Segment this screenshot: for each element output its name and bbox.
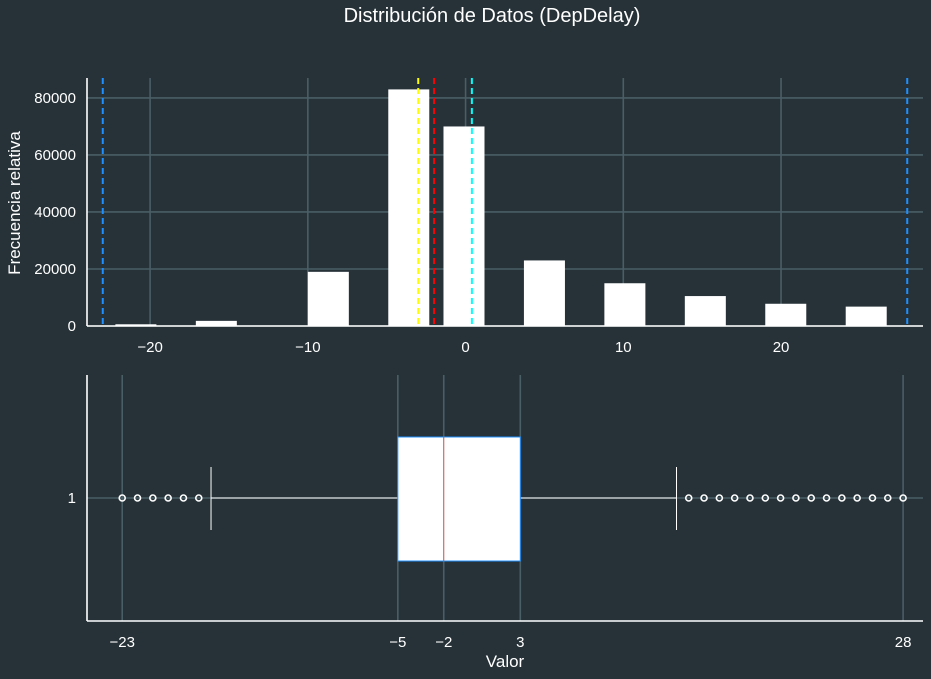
box-outlier-point <box>164 494 172 502</box>
histogram-y-ticks: 0 20000 40000 60000 80000 <box>34 90 76 335</box>
box-plot: −23 −5 −2 3 28 1 Valor <box>68 375 923 671</box>
histogram-x-tick-label: 0 <box>461 339 469 356</box>
box-outlier-point <box>133 494 142 502</box>
box-outlier-point <box>761 494 770 502</box>
box-outlier-point <box>792 494 800 502</box>
box-outlier-point <box>194 494 203 502</box>
histogram-x-tick-label: 20 <box>773 339 790 356</box>
box-y-ticks: 1 <box>68 490 76 507</box>
box-outlier-point <box>730 494 739 502</box>
histogram-x-tick-label: −20 <box>137 339 162 356</box>
histogram-bar <box>195 320 237 326</box>
box-x-axis-label: Valor <box>486 652 525 671</box>
box-outlier-point <box>746 494 754 502</box>
box-plot-outliers <box>118 494 907 502</box>
histogram-bars <box>115 89 887 326</box>
box-x-tick-label: 28 <box>895 634 912 651</box>
histogram-bar <box>388 89 430 326</box>
box-axes <box>86 375 923 622</box>
box-x-tick-label: −23 <box>109 634 134 651</box>
box-outlier-point <box>684 494 693 502</box>
box-iqr <box>397 436 521 562</box>
histogram-y-tick-label: 20000 <box>34 261 76 278</box>
histogram-x-ticks: −20 −10 0 10 20 <box>137 339 789 356</box>
box-outlier-point <box>883 494 892 502</box>
histogram-bar <box>684 296 726 326</box>
box-x-ticks: −23 −5 −2 3 28 <box>109 634 911 651</box>
histogram-plot: −20 −10 0 10 20 0 20000 40000 60000 80000 Frecue… <box>5 78 923 356</box>
box-outlier-point <box>149 494 157 502</box>
histogram-y-tick-label: 80000 <box>34 90 76 107</box>
box-outlier-point <box>838 494 846 502</box>
histogram-bar <box>845 306 887 326</box>
box-outlier-point <box>807 494 816 502</box>
histogram-bar <box>604 283 646 326</box>
box-outlier-point <box>715 494 724 502</box>
histogram-y-axis-label: Frecuencia relativa <box>5 131 24 275</box>
box-outlier-point <box>822 494 831 502</box>
histogram-bar <box>443 126 485 326</box>
box-outlier-point <box>118 494 127 502</box>
histogram-bar <box>307 271 349 326</box>
histogram-x-tick-label: −10 <box>295 339 320 356</box>
box-outlier-point <box>776 494 785 502</box>
box-y-tick-label: 1 <box>68 490 76 507</box>
histogram-grid <box>87 78 923 327</box>
histogram-bar <box>523 260 565 326</box>
box-outlier-point <box>868 494 877 502</box>
histogram-bar <box>765 303 807 326</box>
box-x-tick-label: −2 <box>435 634 452 651</box>
histogram-reference-lines <box>101 78 909 326</box>
histogram-axes <box>86 78 923 327</box>
histogram-bar <box>115 324 157 326</box>
box-x-tick-label: 3 <box>516 634 524 651</box>
histogram-y-tick-label: 0 <box>68 318 76 335</box>
histogram-y-tick-label: 60000 <box>34 147 76 164</box>
box-outlier-point <box>179 494 188 502</box>
chart-title: Distribución de Datos (DepDelay) <box>344 5 641 27</box>
box-plot-body <box>210 436 677 562</box>
histogram-y-tick-label: 40000 <box>34 204 76 221</box>
box-outlier-point <box>899 494 907 502</box>
box-outlier-point <box>853 494 861 502</box>
box-outlier-point <box>700 494 708 502</box>
histogram-x-tick-label: 10 <box>615 339 632 356</box>
box-x-tick-label: −5 <box>389 634 406 651</box>
